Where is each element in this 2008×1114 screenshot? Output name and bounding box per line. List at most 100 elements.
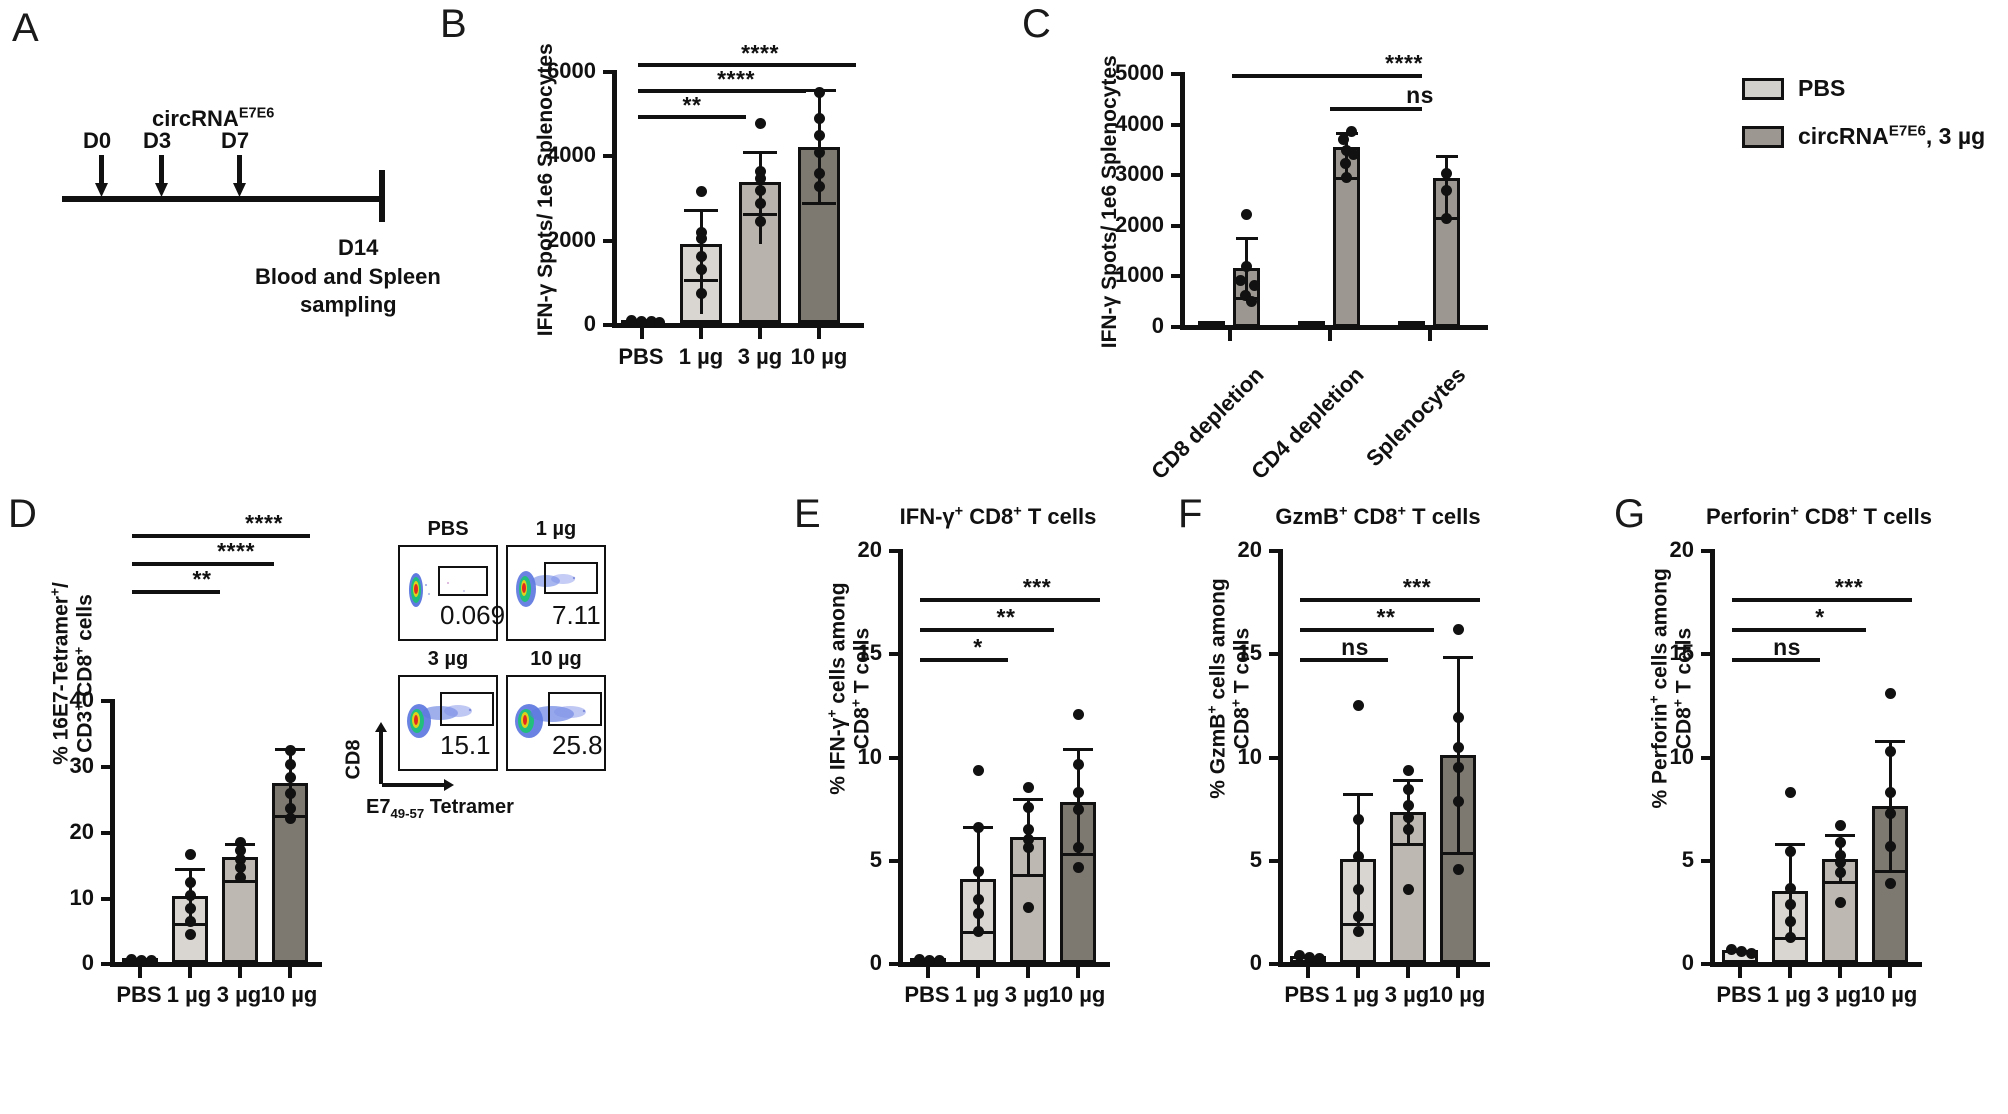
panel-e-title: IFN-γ+ CD8+ T cells (899, 503, 1097, 529)
panel-c-xtick (1328, 330, 1332, 341)
panel-g-point (1785, 787, 1796, 798)
panel-e-err-cap (1013, 874, 1043, 877)
panel-b-ytick-4000 (603, 154, 614, 158)
panel-g-point (1885, 841, 1896, 852)
panel-d-point (285, 745, 296, 756)
panel-d-sig-1: ** (192, 566, 212, 592)
panel-d-point (126, 954, 137, 965)
panel-g-point (1785, 916, 1796, 927)
flow-gate-10ug (548, 692, 602, 726)
panel-b-point (814, 130, 825, 141)
panel-f-point (1453, 742, 1464, 753)
panel-g-xtick (1838, 967, 1842, 978)
panel-b-point (755, 118, 766, 129)
panel-c-sig-2: ns (1406, 82, 1434, 108)
panel-d-sig-3: **** (245, 510, 283, 536)
legend-swatch-pbs (1742, 78, 1784, 100)
panel-d-point (285, 788, 296, 799)
panel-f-point (1403, 824, 1414, 835)
panel-g-sig-bar-1 (1732, 658, 1820, 662)
panel-d-sig-2: **** (217, 538, 255, 564)
panel-b-ytick-label-4000: 4000 (547, 142, 596, 167)
panel-e-point (1023, 902, 1034, 913)
panel-g-point (1835, 820, 1846, 831)
panel-f-point (1353, 911, 1364, 922)
panel-c-xtick (1228, 330, 1232, 341)
panel-f-point (1453, 762, 1464, 773)
panel-g-ytick-label-10: 10 (1669, 744, 1694, 769)
panel-e-sig-3: *** (1022, 574, 1052, 600)
panel-c-point (1246, 296, 1257, 307)
panel-c-bar-pbs-cd4 (1298, 321, 1325, 327)
panel-e-point (1023, 842, 1034, 853)
panel-c-ytick-label-1000: 1000 (1115, 262, 1164, 287)
panel-c-point (1341, 172, 1352, 183)
panel-b-xtick-label-10ug: 10 µg (790, 344, 848, 369)
panel-c-ytick-label-2000: 2000 (1115, 212, 1164, 237)
flow-gate-pbs (438, 566, 488, 596)
panel-g-xtick-label-10ug: 10 µg (1860, 982, 1918, 1007)
panel-g-sig-1: ns (1773, 634, 1801, 660)
panel-letter-d: D (8, 492, 37, 536)
timepoint-arrow-d0 (90, 155, 112, 204)
panel-f-ytick-15 (1269, 652, 1280, 656)
panel-g-y-axis (1710, 549, 1715, 967)
panel-f-point (1403, 765, 1414, 776)
timepoint-arrow-d3 (150, 155, 172, 204)
panel-e-xtick-label-3ug: 3 µg (1004, 982, 1050, 1007)
panel-e-err-cap (1013, 798, 1043, 801)
panel-d-point (285, 772, 296, 783)
panel-b-err-cap (802, 202, 836, 205)
panel-c-point (1340, 158, 1351, 169)
panel-f-point (1403, 784, 1414, 795)
panel-letter-b: B (440, 2, 467, 46)
panel-e-point (1073, 759, 1084, 770)
panel-f-xtick-label-pbs: PBS (1284, 982, 1330, 1007)
panel-b-point (696, 251, 707, 262)
panel-e-sig-1: * (973, 634, 983, 660)
panel-c-ytick-1000 (1171, 274, 1182, 278)
panel-c-point (1441, 213, 1452, 224)
timepoint-label-d0: D0 (83, 128, 112, 153)
timepoint-label-d7: D7 (221, 128, 250, 153)
panel-f-ylabel: % GzmB+ cells among CD8+ T cells (1203, 578, 1253, 799)
panel-b-ytick-0 (603, 323, 614, 327)
panel-b-xtick (640, 328, 644, 339)
panel-e-err-10ug (1077, 748, 1080, 856)
panel-b-point (814, 181, 825, 192)
panel-e-err-1ug (977, 826, 980, 933)
panel-c-ytick-label-3000: 3000 (1115, 161, 1164, 186)
panel-e-point (1023, 824, 1034, 835)
panel-f-xtick (1406, 967, 1410, 978)
panel-g-point (1835, 850, 1846, 861)
panel-d-xtick-label-1ug: 1 µg (166, 982, 212, 1007)
panel-c-err-cap (1236, 237, 1258, 240)
panel-g-point (1885, 746, 1896, 757)
panel-d-point (185, 890, 196, 901)
panel-e-sig-bar-1 (920, 658, 1008, 662)
panel-f-err-cap (1443, 852, 1473, 855)
panel-d-ytick-10 (101, 897, 112, 901)
panel-b-point (814, 113, 825, 124)
panel-f-ytick-10 (1269, 756, 1280, 760)
panel-b-ytick-label-2000: 2000 (547, 227, 596, 252)
panel-b-point (755, 185, 766, 196)
panel-a-treatment-label: circRNAE7E6 (152, 105, 275, 131)
panel-c-ytick-label-4000: 4000 (1115, 111, 1164, 136)
panel-g-ytick-label-5: 5 (1681, 847, 1694, 872)
panel-g-point (1885, 787, 1896, 798)
panel-c-xtick (1428, 330, 1432, 341)
panel-f-point (1314, 953, 1325, 964)
panel-g-point (1885, 688, 1896, 699)
panel-d-xtick-label-3ug: 3 µg (216, 982, 262, 1007)
panel-d-xtick-label-10ug: 10 µg (260, 982, 318, 1007)
panel-b-point (755, 166, 766, 177)
panel-g-sig-2: * (1815, 604, 1825, 630)
panel-f-xtick-label-3ug: 3 µg (1384, 982, 1430, 1007)
panel-e-sig-2: ** (996, 604, 1016, 630)
panel-e-ytick-10 (889, 756, 900, 760)
panel-e-sig-bar-2 (920, 628, 1054, 632)
panel-d-err-cap (175, 868, 205, 871)
panel-f-point (1403, 812, 1414, 823)
panel-c-point (1241, 209, 1252, 220)
